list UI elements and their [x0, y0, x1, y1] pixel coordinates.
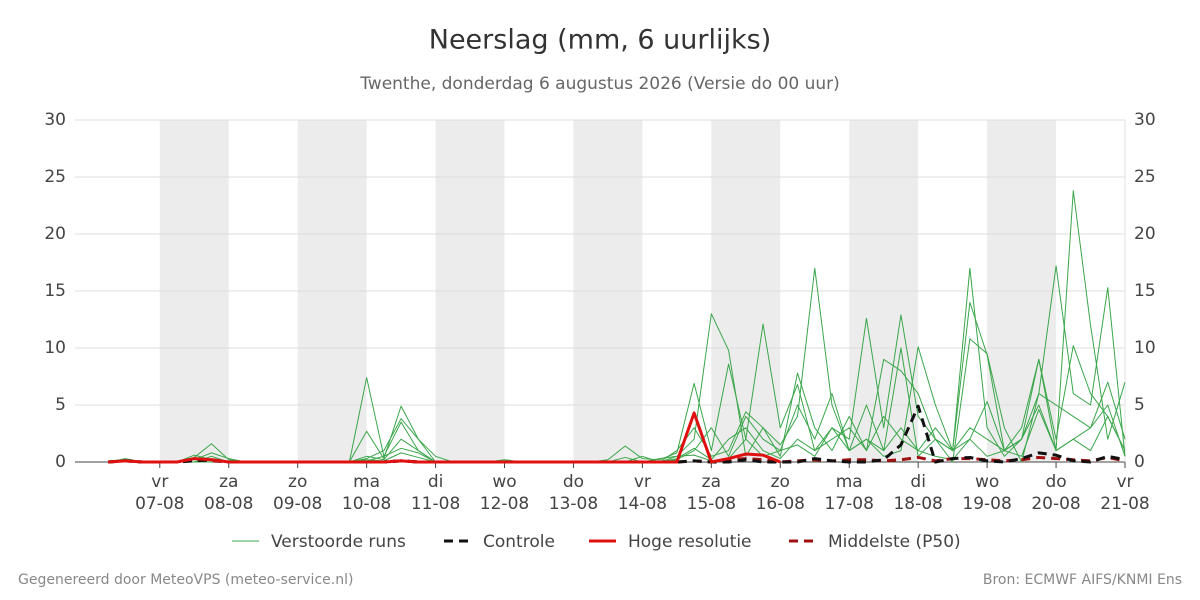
x-tick-weekday: wo — [975, 472, 999, 492]
x-tick-weekday: ma — [836, 472, 863, 492]
x-tick-weekday: wo — [492, 472, 516, 492]
x-tick-weekday: vr — [1116, 472, 1133, 492]
y-tick-label: 20 — [44, 224, 66, 244]
plot-layer — [107, 190, 1126, 464]
x-tick-weekday: di — [910, 472, 926, 492]
x-tick-weekday: di — [428, 472, 444, 492]
x-tick-weekday: ma — [353, 472, 380, 492]
x-tick-weekday: zo — [771, 472, 790, 492]
y2-tick-label: 5 — [1134, 395, 1145, 415]
y2-tick-label: 15 — [1134, 281, 1156, 301]
x-tick-label: 19-08 — [962, 494, 1011, 514]
x-tick-label: 18-08 — [893, 494, 942, 514]
x-tick-label: 10-08 — [342, 494, 391, 514]
x-tick-label: 07-08 — [135, 494, 184, 514]
y-tick-label: 25 — [44, 167, 66, 187]
legend-label: Hoge resolutie — [628, 532, 752, 552]
x-tick-weekday: do — [1045, 472, 1066, 492]
x-tick-weekday: zo — [288, 472, 307, 492]
x-tick-label: 20-08 — [1031, 494, 1080, 514]
y-tick-label: 15 — [44, 281, 66, 301]
legend-label: Middelste (P50) — [828, 532, 961, 552]
x-tick-label: 12-08 — [480, 494, 529, 514]
chart-subtitle: Twenthe, donderdag 6 augustus 2026 (Vers… — [359, 74, 840, 94]
y-tick-label: 0 — [55, 452, 66, 472]
x-tick-weekday: za — [702, 472, 721, 492]
x-tick-label: 13-08 — [549, 494, 598, 514]
x-tick-weekday: vr — [634, 472, 651, 492]
y-tick-label: 5 — [55, 395, 66, 415]
x-tick-label: 17-08 — [825, 494, 874, 514]
y2-tick-label: 20 — [1134, 224, 1156, 244]
x-tick-weekday: do — [563, 472, 584, 492]
footer-left: Gegenereerd door MeteoVPS (meteo-service… — [18, 572, 353, 588]
x-tick-label: 16-08 — [756, 494, 805, 514]
y2-tick-label: 30 — [1134, 110, 1156, 130]
background-layer — [75, 119, 1126, 468]
x-tick-weekday: za — [219, 472, 238, 492]
x-tick-label: 08-08 — [204, 494, 253, 514]
x-tick-label: 15-08 — [687, 494, 736, 514]
x-tick-label: 14-08 — [618, 494, 667, 514]
legend-label: Verstoorde runs — [271, 532, 406, 552]
x-tick-label: 09-08 — [273, 494, 322, 514]
legend-label: Controle — [483, 532, 555, 552]
x-tick-label: 21-08 — [1100, 494, 1149, 514]
x-tick-weekday: vr — [151, 472, 168, 492]
y-tick-label: 30 — [44, 110, 66, 130]
y2-tick-label: 25 — [1134, 167, 1156, 187]
series-line — [107, 411, 781, 464]
y2-tick-label: 10 — [1134, 338, 1156, 358]
chart-title: Neerslag (mm, 6 uurlijks) — [429, 25, 771, 56]
y-tick-label: 10 — [44, 338, 66, 358]
x-tick-label: 11-08 — [411, 494, 460, 514]
footer-right: Bron: ECMWF AIFS/KNMI Ens — [983, 572, 1182, 588]
y2-tick-label: 0 — [1134, 452, 1145, 472]
